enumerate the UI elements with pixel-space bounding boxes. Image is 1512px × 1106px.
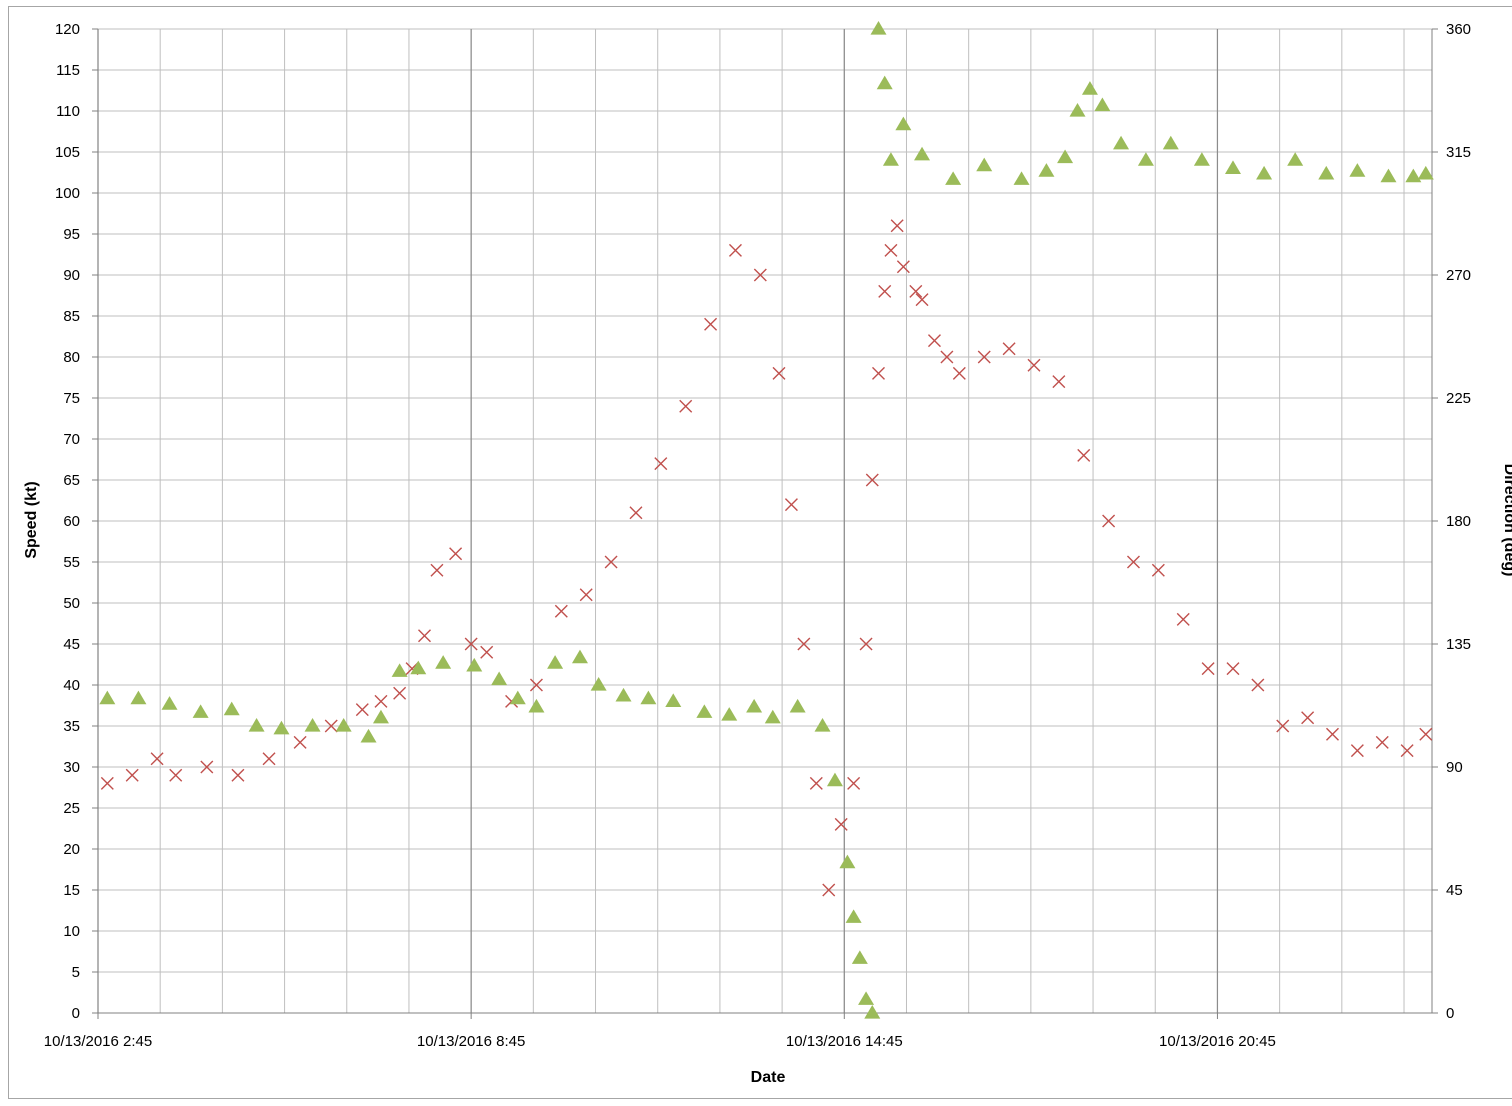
y-right-tick-label: 270 <box>1446 267 1471 284</box>
y-right-tick-label: 180 <box>1446 513 1471 530</box>
y-left-tick-label: 75 <box>63 390 80 407</box>
y-left-tick-label: 15 <box>63 882 80 899</box>
y-right-tick-label: 225 <box>1446 390 1471 407</box>
y-left-tick-label: 45 <box>63 636 80 653</box>
chart-border <box>9 7 1512 1099</box>
x-tick-label: 10/13/2016 20:45 <box>1159 1033 1276 1050</box>
y-left-tick-label: 55 <box>63 554 80 571</box>
y-left-tick-label: 95 <box>63 226 80 243</box>
y-left-tick-label: 90 <box>63 267 80 284</box>
y-axis-left-title: Speed (kt) <box>23 481 40 558</box>
y-right-tick-label: 45 <box>1446 882 1463 899</box>
y-left-tick-label: 50 <box>63 595 80 612</box>
y-left-tick-label: 120 <box>55 21 80 38</box>
y-axis-right-title: Direction (deg) <box>1501 464 1512 577</box>
y-left-tick-label: 60 <box>63 513 80 530</box>
y-left-tick-label: 85 <box>63 308 80 325</box>
y-left-tick-label: 30 <box>63 759 80 776</box>
y-left-tick-label: 0 <box>72 1005 80 1022</box>
x-tick-label: 10/13/2016 14:45 <box>786 1033 903 1050</box>
x-axis-title: Date <box>751 1069 786 1086</box>
y-left-tick-label: 65 <box>63 472 80 489</box>
y-right-tick-label: 90 <box>1446 759 1463 776</box>
y-left-tick-label: 40 <box>63 677 80 694</box>
y-left-tick-label: 25 <box>63 800 80 817</box>
y-left-tick-label: 105 <box>55 144 80 161</box>
y-left-tick-label: 115 <box>56 62 80 79</box>
y-left-tick-label: 10 <box>63 923 80 940</box>
y-left-tick-label: 20 <box>63 841 80 858</box>
y-left-tick-label: 100 <box>55 185 80 202</box>
y-left-tick-label: 5 <box>72 964 80 981</box>
x-tick-label: 10/13/2016 2:45 <box>44 1033 152 1050</box>
y-right-tick-label: 315 <box>1446 144 1471 161</box>
y-left-tick-label: 110 <box>56 103 80 120</box>
y-left-tick-label: 70 <box>63 431 80 448</box>
y-right-tick-label: 0 <box>1446 1005 1454 1022</box>
y-right-tick-label: 360 <box>1446 21 1471 38</box>
y-right-tick-label: 135 <box>1446 636 1471 653</box>
y-left-tick-label: 35 <box>63 718 80 735</box>
y-left-tick-label: 80 <box>63 349 80 366</box>
x-tick-label: 10/13/2016 8:45 <box>417 1033 525 1050</box>
